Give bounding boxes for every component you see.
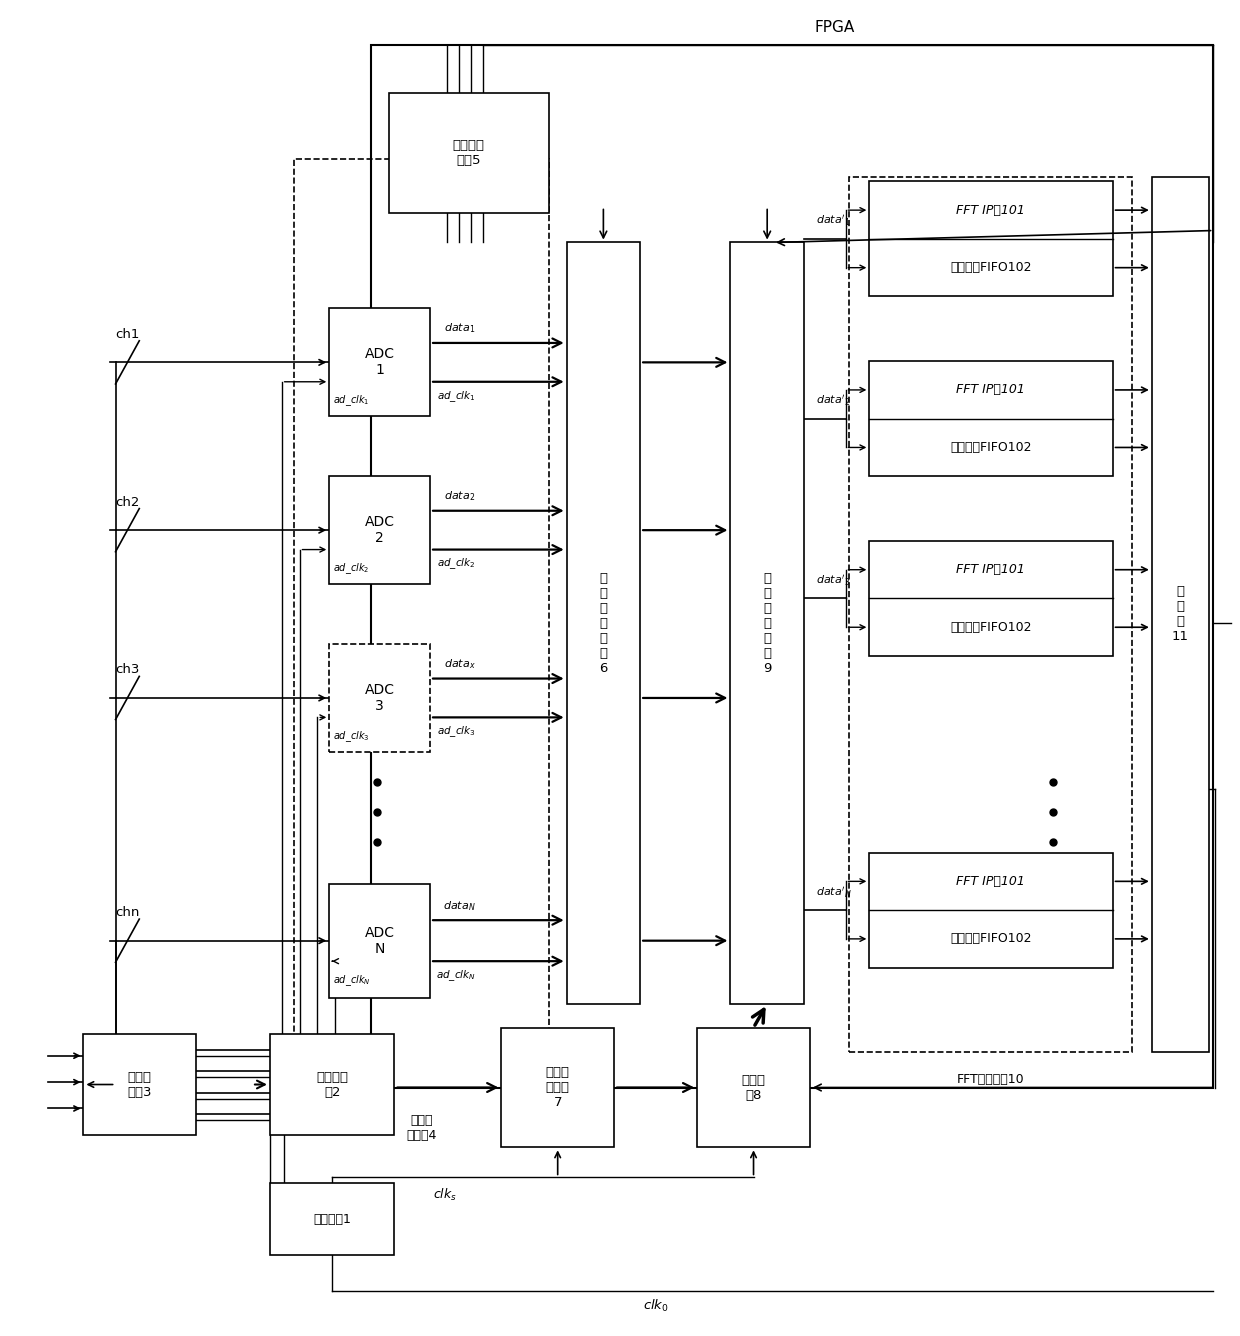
Text: $clk_0$: $clk_0$ [642,1297,668,1313]
Text: 上
位
机
11: 上 位 机 11 [1172,585,1189,643]
Text: $data_2$: $data_2$ [444,489,475,504]
FancyBboxPatch shape [329,309,430,417]
Text: $data'_2$: $data'_2$ [816,393,851,407]
Text: $data'_3$: $data'_3$ [816,573,851,588]
Text: 信号采
集模块4: 信号采 集模块4 [405,1114,436,1142]
Text: FFT IP核101: FFT IP核101 [956,203,1025,216]
FancyBboxPatch shape [869,541,1112,656]
FancyBboxPatch shape [869,852,1112,967]
Text: chn: chn [115,906,140,919]
Text: $ad\_clk_3$: $ad\_clk_3$ [436,724,476,739]
Text: 相位校正
模块5: 相位校正 模块5 [453,139,485,167]
Text: ADC
2: ADC 2 [365,516,394,545]
Text: 平均数据FIFO102: 平均数据FIFO102 [950,621,1032,633]
Text: 比较器
模块3: 比较器 模块3 [128,1070,153,1098]
Text: $ad\_clk_2$: $ad\_clk_2$ [436,557,475,572]
Text: $data_x$: $data_x$ [444,657,476,671]
FancyBboxPatch shape [501,1027,614,1148]
FancyBboxPatch shape [697,1027,810,1148]
FancyBboxPatch shape [329,644,430,752]
Text: ch3: ch3 [115,664,140,676]
FancyBboxPatch shape [83,1034,196,1136]
Text: 平均数据FIFO102: 平均数据FIFO102 [950,933,1032,946]
Text: FFT分析模块10: FFT分析模块10 [956,1073,1024,1086]
Text: $ad\_clk_2$: $ad\_clk_2$ [332,561,370,576]
Text: 平均数据FIFO102: 平均数据FIFO102 [950,261,1032,274]
FancyBboxPatch shape [270,1034,394,1136]
FancyBboxPatch shape [567,243,640,1003]
Text: 分频器模
块2: 分频器模 块2 [316,1070,348,1098]
FancyBboxPatch shape [869,182,1112,297]
Text: FFT IP核101: FFT IP核101 [956,875,1025,888]
Text: ADC
3: ADC 3 [365,683,394,713]
Text: FFT IP核101: FFT IP核101 [956,564,1025,576]
Text: $ad\_clk_3$: $ad\_clk_3$ [332,729,370,744]
FancyBboxPatch shape [270,1184,394,1256]
Text: 倍频模
块8: 倍频模 块8 [742,1074,765,1101]
Text: FPGA: FPGA [815,20,854,35]
Text: $ad\_clk_N$: $ad\_clk_N$ [436,969,476,983]
Text: 平均数据FIFO102: 平均数据FIFO102 [950,441,1032,454]
Text: $ad\_clk_1$: $ad\_clk_1$ [436,389,476,403]
Text: $data_N$: $data_N$ [444,899,476,912]
Text: $data'_N$: $data'_N$ [816,884,852,899]
Text: $ad\_clk_N$: $ad\_clk_N$ [332,973,371,987]
FancyBboxPatch shape [730,243,804,1003]
Text: $data_1$: $data_1$ [444,322,475,335]
Text: 数
据
缓
存
模
块
6: 数 据 缓 存 模 块 6 [599,572,608,675]
Text: ADC
N: ADC N [365,926,394,955]
Text: FFT IP核101: FFT IP核101 [956,383,1025,397]
FancyBboxPatch shape [388,92,549,212]
Text: 同
步
抄
取
模
块
9: 同 步 抄 取 模 块 9 [763,572,771,675]
FancyBboxPatch shape [1152,176,1209,1051]
FancyBboxPatch shape [869,361,1112,476]
Text: ch2: ch2 [115,496,140,509]
Text: 时钟模块1: 时钟模块1 [314,1213,351,1226]
Text: 频率测
量模块
7: 频率测 量模块 7 [546,1066,569,1109]
Text: $ad\_clk_1$: $ad\_clk_1$ [332,394,370,409]
FancyBboxPatch shape [329,883,430,998]
Text: $data'_1$: $data'_1$ [816,214,851,228]
Text: ADC
1: ADC 1 [365,347,394,378]
FancyBboxPatch shape [329,476,430,584]
Text: $clk_s$: $clk_s$ [433,1188,456,1204]
Text: ch1: ch1 [115,327,140,341]
